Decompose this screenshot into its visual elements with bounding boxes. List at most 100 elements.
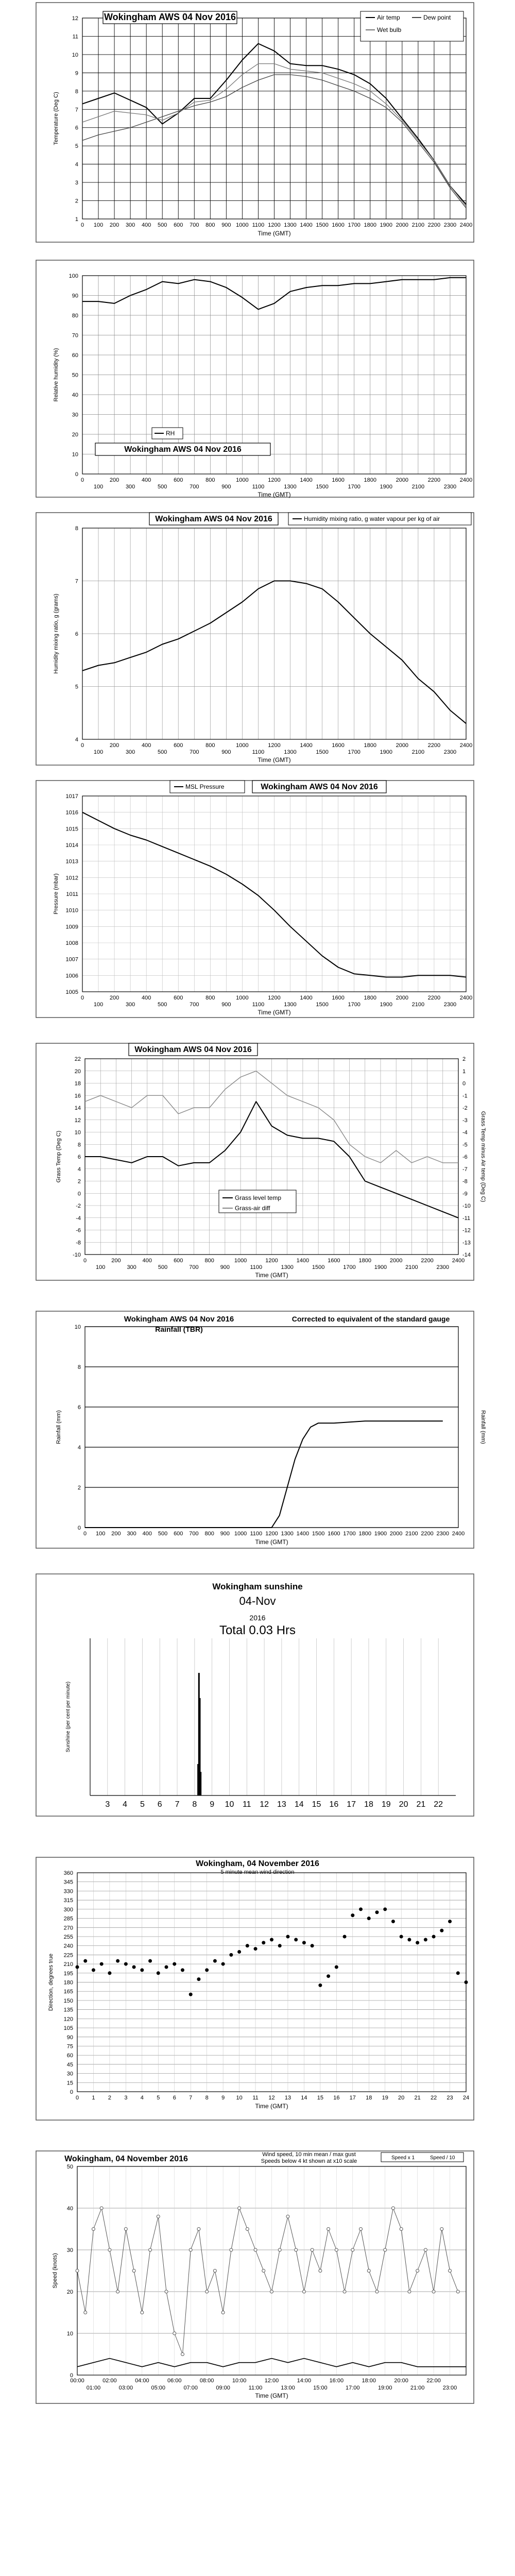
- x-tick-label: 200: [110, 477, 119, 483]
- chart-title-box: [252, 780, 387, 793]
- y2-tick-label: 0: [462, 1081, 466, 1087]
- y-tick-label: 2: [78, 1179, 81, 1185]
- panel-frame: [36, 2150, 474, 2404]
- x-tick-label: 300: [127, 1531, 136, 1537]
- legend-label: RH: [166, 430, 175, 437]
- y-tick-label: 8: [75, 526, 78, 532]
- x-tick-label: 1900: [380, 1002, 392, 1008]
- x-tick-label: 600: [174, 995, 183, 1001]
- y-tick-label: 225: [64, 1952, 73, 1958]
- x-tick-label: 1000: [234, 1258, 247, 1264]
- mixing-ratio-chart-panel: 4 5 6 7 8 0 100 200 300 400 500 600 700 800 900 1000 110…: [0, 510, 515, 768]
- x-tick-label: 1600: [332, 995, 344, 1001]
- y2-axis-label: Grass Temp minus Air temp (Deg C): [480, 1111, 486, 1202]
- x-tick-label: 2100: [412, 222, 424, 228]
- x-tick-label: 7: [175, 1800, 180, 1809]
- y-tick-label: 4: [78, 1445, 81, 1451]
- x-tick-label: 9: [221, 2095, 225, 2101]
- y2-tick-label: -11: [462, 1215, 470, 1222]
- y2-tick-label: -14: [462, 1252, 471, 1258]
- y-tick-label: 255: [64, 1934, 73, 1940]
- x-tick-label: 2000: [396, 222, 408, 228]
- y-tick-label: -2: [76, 1203, 81, 1209]
- y-tick-label: 330: [64, 1888, 73, 1894]
- x-tick-label: 11:00: [249, 2385, 263, 2391]
- direction-point: [416, 1941, 420, 1945]
- speed-point: [132, 2269, 136, 2273]
- chart-title: Wokingham AWS 04 Nov 2016: [124, 1315, 234, 1324]
- x-tick-label: 300: [126, 222, 135, 228]
- x-tick-label: 1300: [281, 1531, 293, 1537]
- speed-point: [99, 2206, 104, 2210]
- direction-point: [456, 1971, 460, 1975]
- direction-point: [327, 1974, 331, 1978]
- speed-point: [116, 2290, 120, 2294]
- x-tick-label: 1800: [364, 477, 376, 483]
- panel-frame: [36, 1043, 474, 1281]
- y-axis-label: Speed (knots): [52, 2253, 58, 2288]
- x-axis-label: Time (GMT): [255, 2103, 288, 2110]
- direction-point: [464, 1980, 468, 1984]
- x-tick-label: 8: [205, 2095, 209, 2101]
- x-tick-label: 800: [205, 222, 215, 228]
- x-tick-label: 1100: [250, 1264, 262, 1270]
- speed-point: [432, 2290, 436, 2294]
- y-tick-label: 165: [64, 1989, 73, 1995]
- x-tick-label: 06:00: [167, 2378, 182, 2384]
- speed-point: [124, 2227, 128, 2231]
- x-tick-label: 3: [105, 1800, 110, 1809]
- x-tick-label: 17:00: [346, 2385, 360, 2391]
- direction-point: [148, 1959, 152, 1963]
- year-label: 2016: [249, 1614, 265, 1622]
- y2-tick-label: -12: [462, 1228, 471, 1234]
- x-tick-label: 0: [81, 742, 84, 749]
- x-tick-label: 1400: [297, 1531, 309, 1537]
- y-tick-label: 40: [67, 2206, 73, 2212]
- x-tick-label: 08:00: [200, 2378, 214, 2384]
- y-tick-label: 1: [75, 216, 78, 223]
- speed-point: [334, 2248, 338, 2252]
- x-tick-label: 19: [382, 1800, 391, 1809]
- x-tick-label: 2000: [396, 477, 408, 483]
- x-tick-label: 04:00: [135, 2378, 149, 2384]
- x-tick-label: 400: [142, 222, 151, 228]
- direction-point: [367, 1917, 371, 1921]
- y2-tick-label: -3: [462, 1117, 468, 1124]
- y-tick-label: 90: [72, 293, 78, 299]
- y2-tick-label: -4: [462, 1130, 468, 1136]
- speed-point: [342, 2290, 347, 2294]
- y2-tick-label: -7: [462, 1166, 468, 1173]
- plot-area-border: [82, 528, 467, 740]
- x-tick-label: 14: [301, 2095, 307, 2101]
- series-line-air-temp: [82, 43, 467, 205]
- direction-point: [334, 1965, 338, 1969]
- panel-frame: [36, 1857, 474, 2121]
- direction-point: [440, 1928, 444, 1933]
- x-tick-label: 5: [140, 1800, 145, 1809]
- series-line-grass-temp: [85, 1101, 459, 1218]
- chart-title: Wokingham, 04 November 2016: [64, 2155, 188, 2163]
- x-tick-label: 18: [364, 1800, 373, 1809]
- direction-point: [262, 1941, 266, 1945]
- direction-point: [83, 1959, 88, 1963]
- x-tick-label: 10: [225, 1800, 234, 1809]
- x-tick-label: 11: [243, 1800, 251, 1809]
- legend-box: [151, 427, 183, 439]
- x-tick-label: 600: [174, 742, 183, 749]
- plot-area-border: [82, 795, 467, 992]
- sunshine-chart: 3 4 5 6 7 8 9 10 11 12 13 14 15 16 17 18 19 20 21 22 Sunshin…: [36, 1573, 474, 1817]
- x-tick-label: 1700: [343, 1531, 355, 1537]
- y-tick-label: 345: [64, 1879, 73, 1886]
- x-tick-label: 500: [158, 222, 167, 228]
- series-line-mixing-ratio: [82, 580, 467, 724]
- x-tick-label: 1400: [300, 477, 312, 483]
- direction-point: [140, 1968, 144, 1972]
- x-tick-label: 200: [110, 222, 119, 228]
- speed-point: [245, 2227, 249, 2231]
- sunshine-bar: [199, 1698, 201, 1795]
- x-tick-label: 2400: [460, 477, 472, 483]
- x-tick-label: 1800: [364, 995, 376, 1001]
- x-tick-label: 1200: [268, 477, 280, 483]
- speed-point: [91, 2227, 95, 2231]
